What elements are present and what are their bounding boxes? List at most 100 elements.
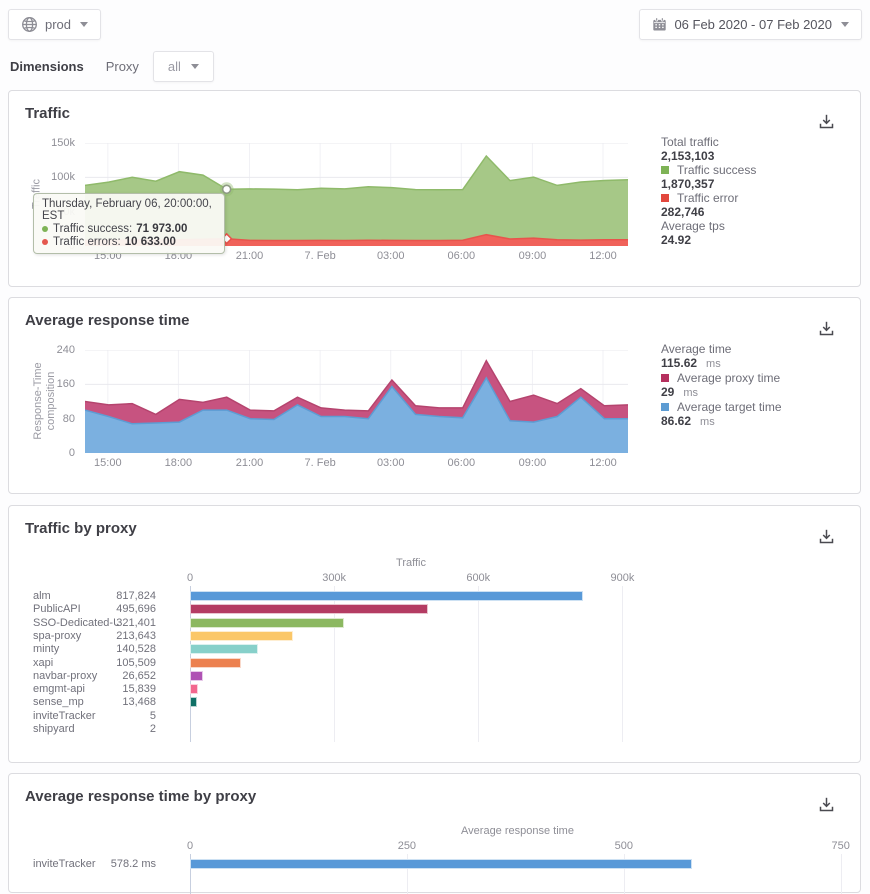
x-tick-label: 0 (186, 572, 194, 584)
bar-row-label: minty (33, 643, 60, 656)
bar-row-value: 578.2 ms (110, 858, 156, 870)
bar-row-label: inviteTracker (33, 709, 96, 722)
bar[interactable] (190, 657, 241, 668)
bar[interactable] (190, 630, 293, 641)
success-dot-icon (42, 226, 48, 232)
legend-value: 29 ms (661, 385, 851, 400)
x-tick-label: 21:00 (235, 457, 264, 469)
y-tick-label: 80 (62, 412, 75, 425)
bar[interactable] (190, 697, 197, 708)
tooltip-value: 71 973.00 (136, 223, 188, 235)
bar-row-label: sense_mp (33, 696, 84, 709)
x-tick-label: 06:00 (447, 250, 476, 262)
legend-label: Traffic error (661, 191, 851, 205)
panel-title: Average response time (25, 312, 190, 329)
calendar-icon (652, 17, 667, 32)
panel-avg-response-time: Average response time Response-Time comp… (8, 297, 861, 494)
gridline (622, 586, 624, 742)
bar-row-value: 13,468 (122, 696, 156, 709)
chevron-down-icon (190, 63, 199, 69)
legend-value-unit: ms (683, 387, 699, 399)
bar-row-label: emgmt-api (33, 683, 85, 696)
bar-row-value: 5 (149, 709, 156, 722)
x-tick-label: 600k (466, 572, 491, 584)
legend-swatch-icon (661, 166, 669, 174)
bar[interactable] (190, 604, 429, 615)
x-tick-label: 7. Feb (304, 457, 336, 469)
panel-art-by-proxy: Average response time by proxy Average r… (8, 773, 861, 894)
legend-value: 2,153,103 (661, 149, 851, 163)
bar-row-value: 321,401 (116, 616, 156, 629)
legend-item: Average target time 86.62 ms (661, 400, 851, 429)
tooltip-title: Thursday, February 06, 20:00:00, EST (42, 198, 212, 222)
environment-selector[interactable]: prod (8, 9, 102, 40)
y-axis: 0 80 160 240 (39, 344, 81, 459)
x-tick-label: 09:00 (518, 457, 547, 469)
x-tick-label: 250 (397, 840, 417, 852)
legend-value: 282,746 (661, 205, 851, 219)
y-tick-label: 100k (51, 171, 75, 184)
x-tick-label: 18:00 (164, 457, 193, 469)
download-icon[interactable] (818, 526, 838, 546)
legend-label-text: Average proxy time (677, 371, 781, 385)
legend-value: 115.62 ms (661, 356, 851, 371)
x-tick-label: 12:00 (589, 250, 617, 262)
legend-value-unit: ms (706, 358, 721, 370)
bar[interactable] (190, 617, 345, 628)
legend-label: Average tps (661, 219, 851, 233)
legend-label-text: Traffic success (677, 163, 757, 177)
download-icon[interactable] (818, 794, 838, 814)
x-tick-label: 09:00 (518, 250, 547, 262)
bar[interactable] (190, 591, 583, 601)
x-tick-label: 21:00 (235, 250, 264, 262)
date-range-selector[interactable]: 06 Feb 2020 - 07 Feb 2020 (639, 9, 862, 40)
x-axis-title: Traffic (396, 557, 426, 569)
bar[interactable] (190, 684, 198, 695)
download-icon[interactable] (818, 318, 838, 338)
area-series-average-target-time[interactable] (85, 377, 628, 453)
bar-row-value: 2 (149, 723, 156, 735)
legend-value: 86.62 ms (661, 414, 851, 429)
plot-area[interactable] (85, 350, 628, 453)
bar[interactable] (190, 670, 203, 681)
bar-row-value: 817,824 (116, 590, 156, 602)
legend-item: Traffic error 282,746 (661, 191, 851, 219)
x-tick-label: 7. Feb (304, 250, 336, 262)
marker-circle-icon (221, 184, 232, 195)
download-icon[interactable] (818, 111, 838, 131)
dimension-value-select[interactable]: all (152, 50, 214, 82)
chevron-down-icon (841, 22, 849, 27)
panel-traffic-by-proxy: Traffic by proxy Traffic 0 300k 600k 900k alm… (8, 505, 861, 763)
bar[interactable] (190, 644, 258, 655)
filters-row: Dimensions Proxy all (10, 50, 214, 82)
legend-label: Traffic success (661, 163, 851, 177)
legend-label: Average target time (661, 400, 851, 414)
legend-item: Traffic success 1,870,357 (661, 163, 851, 191)
legend-label: Total traffic (661, 135, 851, 149)
bar-row-value: 140,528 (116, 643, 156, 656)
legend-label: Average time (661, 342, 851, 356)
tooltip-value: 10 633.00 (124, 236, 176, 248)
series-line (85, 154, 628, 191)
legend-label-text: Average time (661, 342, 732, 356)
environment-label: prod (45, 17, 72, 32)
legend-label-text: Total traffic (661, 135, 719, 149)
tooltip-label: Traffic success: (53, 223, 133, 235)
globe-icon (21, 16, 38, 33)
legend-value-number: 86.62 (661, 414, 692, 428)
bar-row-label: shipyard (33, 723, 75, 735)
bar-row-label: PublicAPI (33, 603, 81, 616)
legend-swatch-icon (661, 194, 669, 202)
tooltip-row: Traffic success: 71 973.00 (42, 223, 216, 235)
legend-value-number: 282,746 (661, 205, 705, 219)
legend-value-number: 29 (661, 385, 675, 399)
x-tick-label: 300k (322, 572, 347, 584)
legend-value-number: 115.62 (661, 356, 698, 370)
bar-row-value: 26,652 (122, 669, 156, 682)
x-axis: 15:00 18:00 21:00 7. Feb 03:00 06:00 09:00 12:0… (85, 250, 628, 264)
bar-row-value: 495,696 (116, 603, 156, 616)
legend-swatch-icon (661, 374, 669, 382)
art-by-proxy-chart: Average response time 0 250 500 750 inviteTra… (9, 774, 860, 894)
bar-row-label: alm (33, 590, 51, 602)
bar-row-value: 105,509 (116, 656, 156, 669)
